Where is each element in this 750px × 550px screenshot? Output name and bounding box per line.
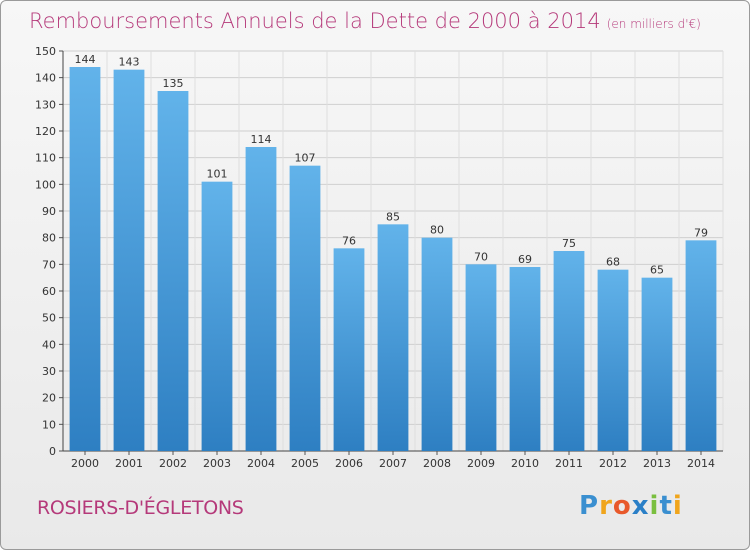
y-tick-label: 130 bbox=[35, 98, 56, 111]
data-label-2000: 144 bbox=[75, 53, 96, 66]
x-tick-label: 2007 bbox=[379, 457, 407, 470]
y-tick-label: 60 bbox=[42, 285, 56, 298]
y-tick-label: 80 bbox=[42, 232, 56, 245]
proxiti-logo: Proxiti bbox=[579, 491, 683, 521]
data-label-2005: 107 bbox=[295, 152, 316, 165]
labels: 144 143 135 101 114 107 76 85 80 70 69 75 68 65 79 bbox=[75, 53, 709, 277]
logo-letter: i bbox=[649, 491, 660, 521]
bars bbox=[69, 67, 717, 452]
bar-2013 bbox=[641, 277, 673, 451]
x-tick-label: 2004 bbox=[247, 457, 275, 470]
data-label-2009: 70 bbox=[474, 250, 488, 263]
x-tick-label: 2010 bbox=[511, 457, 539, 470]
data-label-2002: 135 bbox=[163, 77, 184, 90]
logo-letter: P bbox=[579, 491, 600, 521]
data-label-2012: 68 bbox=[606, 256, 620, 269]
bar-2009 bbox=[465, 264, 497, 451]
x-tick-label: 2012 bbox=[599, 457, 627, 470]
bar-2012 bbox=[597, 269, 629, 451]
chart-title-text: Remboursements Annuels de la Dette de 20… bbox=[29, 9, 601, 33]
x-tick-label: 2000 bbox=[71, 457, 99, 470]
x-tick-label: 2001 bbox=[115, 457, 143, 470]
x-tick-label: 2011 bbox=[555, 457, 583, 470]
y-tick-label: 30 bbox=[42, 365, 56, 378]
bar-2005 bbox=[289, 165, 321, 451]
logo-letter: t bbox=[659, 491, 673, 521]
data-label-2004: 114 bbox=[251, 133, 272, 146]
data-label-2010: 69 bbox=[518, 253, 532, 266]
y-tick-label: 0 bbox=[49, 445, 56, 458]
y-tick-label: 140 bbox=[35, 72, 56, 85]
bar-2006 bbox=[333, 248, 365, 451]
bar-2014 bbox=[685, 240, 717, 451]
bar-2004 bbox=[245, 147, 277, 451]
x-tick-label: 2006 bbox=[335, 457, 363, 470]
data-label-2013: 65 bbox=[650, 264, 664, 277]
bar-2002 bbox=[157, 91, 189, 451]
x-tick-label: 2002 bbox=[159, 457, 187, 470]
data-label-2001: 143 bbox=[119, 56, 140, 69]
y-tick-label: 150 bbox=[35, 45, 56, 58]
y-tick-label: 50 bbox=[42, 312, 56, 325]
commune-name: ROSIERS-D'ÉGLETONS bbox=[37, 497, 244, 519]
y-tick-label: 110 bbox=[35, 152, 56, 165]
bar-2011 bbox=[553, 251, 585, 451]
bar-2010 bbox=[509, 267, 541, 451]
bar-2000 bbox=[69, 67, 101, 451]
data-label-2014: 79 bbox=[694, 226, 708, 239]
x-tick-label: 2014 bbox=[687, 457, 715, 470]
y-tick-label: 20 bbox=[42, 392, 56, 405]
bar-2007 bbox=[377, 224, 409, 451]
bar-2008 bbox=[421, 237, 453, 451]
logo-letter: o bbox=[612, 491, 632, 521]
data-label-2011: 75 bbox=[562, 237, 576, 250]
x-tick-label: 2009 bbox=[467, 457, 495, 470]
y-tick-label: 120 bbox=[35, 125, 56, 138]
bar-2001 bbox=[113, 69, 145, 452]
chart-title: Remboursements Annuels de la Dette de 20… bbox=[29, 9, 701, 33]
data-label-2006: 76 bbox=[342, 234, 356, 247]
bar-2003 bbox=[201, 181, 233, 451]
data-label-2003: 101 bbox=[207, 168, 228, 181]
data-label-2007: 85 bbox=[386, 210, 400, 223]
y-tick-label: 100 bbox=[35, 178, 56, 191]
logo-letter: r bbox=[599, 491, 613, 521]
data-label-2008: 80 bbox=[430, 224, 444, 237]
y-tick-label: 70 bbox=[42, 258, 56, 271]
x-tick-label: 2003 bbox=[203, 457, 231, 470]
x-tick-label: 2008 bbox=[423, 457, 451, 470]
x-tick-label: 2005 bbox=[291, 457, 319, 470]
chart-unit: (en milliers d'€) bbox=[606, 17, 701, 31]
x-tick-label: 2013 bbox=[643, 457, 671, 470]
logo-letter: x bbox=[631, 491, 650, 521]
logo-letter: i bbox=[672, 491, 683, 521]
y-tick-label: 40 bbox=[42, 338, 56, 351]
y-tick-label: 10 bbox=[42, 418, 56, 431]
y-tick-label: 90 bbox=[42, 205, 56, 218]
